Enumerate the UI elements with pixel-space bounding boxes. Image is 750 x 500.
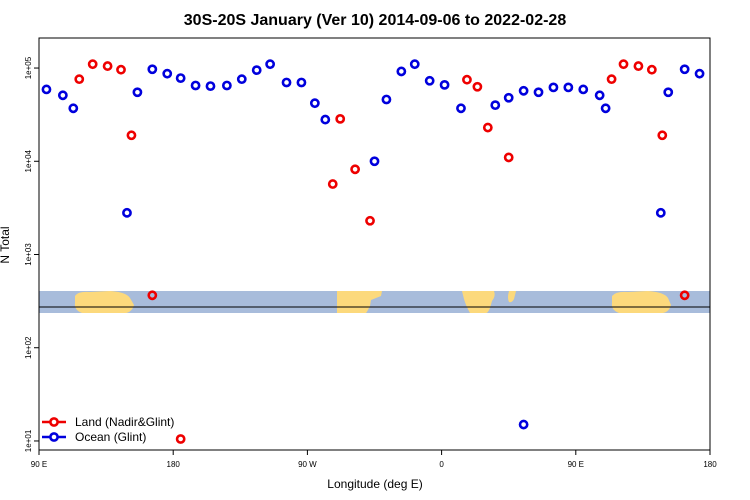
land-point <box>503 152 514 163</box>
ocean-point <box>594 90 605 101</box>
ocean-point <box>296 77 307 88</box>
x-axis-label: Longitude (deg E) <box>327 477 422 491</box>
ocean-point <box>503 92 514 103</box>
ocean-point <box>162 68 173 79</box>
y-axis-label: N Total <box>0 226 12 263</box>
land-point <box>327 179 338 189</box>
land-point <box>335 113 346 124</box>
map-band <box>39 291 710 313</box>
ocean-point <box>265 59 276 70</box>
land-point <box>116 64 126 75</box>
ocean-point <box>251 65 262 76</box>
y-tick-label: 1e+02 <box>24 336 33 359</box>
ocean-point <box>490 100 501 111</box>
ocean-point <box>518 419 529 430</box>
land-point <box>606 74 617 85</box>
land-point <box>147 290 158 301</box>
land-point <box>74 74 85 85</box>
chart-title: 30S-20S January (Ver 10) 2014-09-06 to 2… <box>184 12 567 29</box>
land-point <box>175 434 186 444</box>
legend-label-ocean: Ocean (Glint) <box>75 430 146 444</box>
ocean-point <box>309 98 320 109</box>
ocean-point <box>122 207 132 218</box>
ocean-point <box>68 103 79 114</box>
ocean-point <box>236 74 247 85</box>
ocean-point <box>518 85 529 96</box>
ocean-point <box>533 87 544 98</box>
ocean-point <box>655 207 666 218</box>
plot-frame <box>38 37 711 451</box>
land-point <box>462 74 472 85</box>
land-point <box>646 64 657 75</box>
x-tick-label: 90 E <box>568 460 584 469</box>
ocean-point <box>147 64 158 75</box>
land-point <box>350 164 361 175</box>
ocean-point <box>320 114 331 125</box>
ocean-point <box>600 103 611 114</box>
land-point <box>365 215 375 226</box>
land-point <box>102 61 113 71</box>
x-axis: 90 E 180 90 W 0 90 E 180 <box>31 450 717 469</box>
legend: Land (Nadir&Glint)Ocean (Glint) <box>42 415 174 444</box>
y-tick-label: 1e+03 <box>24 243 33 266</box>
ocean-point <box>190 80 201 91</box>
data-points <box>41 59 705 444</box>
ocean-point <box>175 73 186 84</box>
y-tick-label: 1e+05 <box>24 56 33 79</box>
ocean-point <box>456 103 466 114</box>
land-madagascar <box>508 291 516 303</box>
ocean-point <box>41 84 52 95</box>
land-point <box>472 81 483 92</box>
ocean-point <box>548 82 559 93</box>
legend-marker-land <box>49 417 59 427</box>
ocean-point <box>679 64 690 75</box>
x-tick-label: 0 <box>439 460 444 469</box>
land-point <box>679 290 690 301</box>
ocean-point <box>281 77 292 88</box>
ocean-point <box>396 66 407 77</box>
land-australia-right <box>611 291 671 313</box>
x-tick-label: 180 <box>167 460 181 469</box>
ocean-point <box>409 59 420 70</box>
land-point <box>657 130 668 141</box>
ocean-point <box>221 80 232 91</box>
ocean-point <box>205 81 216 92</box>
land-australia-left <box>74 291 134 313</box>
y-axis: 1e+01 1e+02 1e+03 1e+04 1e+05 <box>24 56 39 452</box>
land-point <box>126 130 137 141</box>
land-point <box>87 59 98 70</box>
x-tick-label: 180 <box>703 460 717 469</box>
ocean-point <box>563 82 574 93</box>
land-point <box>482 122 493 133</box>
ocean-point <box>369 156 380 167</box>
land-point <box>618 59 629 70</box>
y-tick-label: 1e+04 <box>24 149 33 172</box>
land-point <box>633 61 644 71</box>
ocean-point <box>694 68 705 79</box>
ocean-point <box>439 79 450 90</box>
legend-marker-ocean <box>49 432 59 442</box>
ocean-point <box>57 90 68 101</box>
legend-label-land: Land (Nadir&Glint) <box>75 415 174 429</box>
ocean-point <box>424 75 435 86</box>
x-tick-label: 90 E <box>31 460 47 469</box>
ocean-point <box>578 84 589 95</box>
x-tick-label: 90 W <box>298 460 317 469</box>
ocean-point <box>381 94 392 105</box>
ocean-point <box>663 87 674 98</box>
ocean-point <box>132 87 143 98</box>
y-tick-label: 1e+01 <box>24 429 33 452</box>
